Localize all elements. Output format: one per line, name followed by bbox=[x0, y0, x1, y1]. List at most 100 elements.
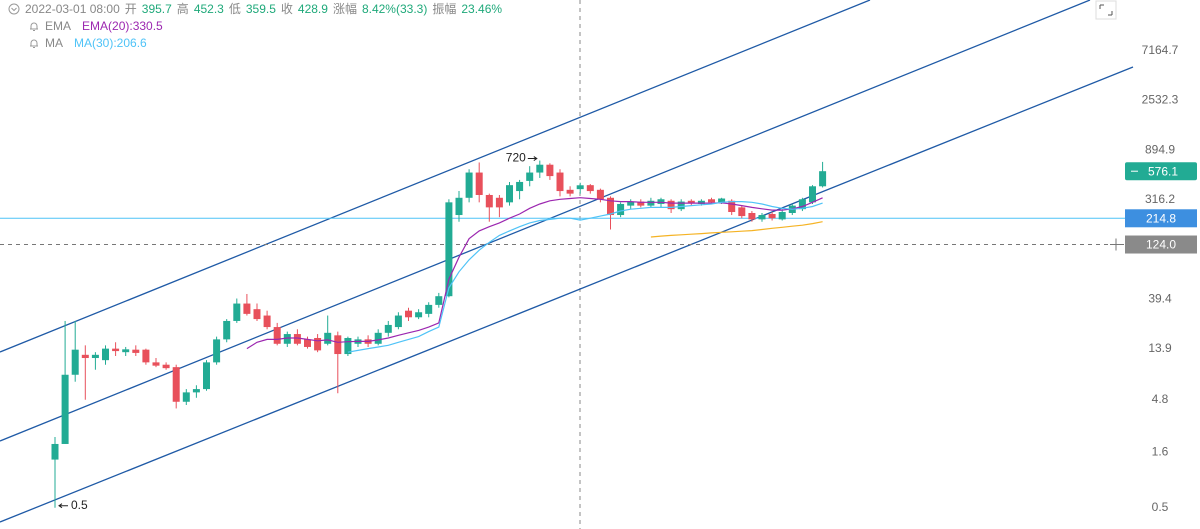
candle-body bbox=[122, 349, 130, 353]
candle-body bbox=[728, 200, 736, 213]
indicator-line bbox=[246, 197, 823, 350]
crosshair-plus bbox=[1110, 238, 1122, 251]
candle-body bbox=[516, 181, 524, 192]
candle-body bbox=[415, 312, 423, 318]
candle-body bbox=[81, 354, 89, 359]
ohlc-value: 395.7 bbox=[141, 1, 172, 16]
ohlc-label: 开 bbox=[124, 1, 137, 16]
candle-body bbox=[61, 374, 69, 444]
candle-body bbox=[778, 212, 786, 220]
candle-body bbox=[536, 164, 544, 173]
y-tick-label: 0.5 bbox=[1152, 500, 1169, 514]
candle-body bbox=[809, 186, 816, 203]
low-arrow bbox=[58, 503, 68, 509]
candle-body bbox=[596, 189, 604, 200]
candle-body bbox=[607, 197, 614, 216]
last-price-badge bbox=[1125, 162, 1197, 181]
candle-body bbox=[758, 215, 766, 220]
candle-body bbox=[304, 339, 311, 347]
alert-icon[interactable] bbox=[28, 37, 40, 49]
candle-body bbox=[203, 362, 210, 390]
candle-body bbox=[677, 201, 685, 210]
ohlc-label: 涨幅 bbox=[332, 1, 357, 16]
candle-body bbox=[112, 348, 120, 352]
candle-body bbox=[506, 185, 513, 203]
indicator-line bbox=[650, 221, 823, 238]
candle-body bbox=[162, 364, 170, 369]
corner-icon-box[interactable] bbox=[1095, 0, 1117, 20]
candle-body bbox=[51, 443, 59, 460]
candle-body bbox=[243, 303, 251, 314]
price-badge-label: 214.8 bbox=[1146, 211, 1176, 225]
price-badge bbox=[1125, 235, 1197, 254]
candle-body bbox=[132, 349, 140, 353]
candle-body bbox=[819, 171, 827, 187]
high-label: 720 bbox=[506, 151, 526, 165]
collapse-icon[interactable] bbox=[8, 3, 20, 15]
candle-body bbox=[718, 198, 726, 203]
candle-body bbox=[405, 310, 412, 318]
indicator-line bbox=[347, 201, 823, 353]
ohlc-label: 收 bbox=[280, 1, 293, 16]
ohlc-row: 2022-03-01 08:00 开 395.7 高 452.3 低 359.5… bbox=[8, 0, 502, 17]
candle-body bbox=[293, 334, 301, 344]
channel-line bbox=[0, 0, 871, 353]
candle-body bbox=[152, 362, 160, 366]
y-tick-label: 316.2 bbox=[1145, 192, 1175, 206]
candle-body bbox=[657, 199, 665, 204]
alert-icon[interactable] bbox=[28, 20, 40, 32]
candle-body bbox=[526, 172, 534, 181]
candle-body bbox=[394, 315, 402, 328]
candle-body bbox=[546, 164, 554, 177]
candle-body bbox=[637, 201, 645, 206]
candle-body bbox=[384, 324, 392, 333]
legend-group: MA bbox=[45, 35, 63, 50]
candle-body bbox=[556, 172, 564, 192]
ohlc-label: 振幅 bbox=[432, 1, 457, 16]
candle-body bbox=[627, 201, 635, 206]
candle-body bbox=[738, 207, 746, 217]
ohlc-value: 452.3 bbox=[193, 1, 224, 16]
candle-body bbox=[192, 389, 200, 393]
candle-body bbox=[798, 199, 806, 210]
y-tick-label: 4.8 bbox=[1152, 392, 1169, 406]
candle-body bbox=[142, 349, 150, 363]
legend-entry: MA(30):206.6 bbox=[74, 35, 147, 50]
candle-body bbox=[172, 367, 180, 402]
corner-icon[interactable] bbox=[1095, 0, 1117, 20]
candle-body bbox=[768, 213, 776, 219]
candle-body bbox=[223, 320, 231, 340]
candle-body bbox=[697, 200, 705, 204]
candle-body bbox=[647, 200, 655, 206]
last-price-label: 576.1 bbox=[1148, 164, 1178, 178]
candle-body bbox=[687, 200, 695, 204]
ohlc-value: 359.5 bbox=[245, 1, 276, 16]
amplitude: 23.46% bbox=[461, 1, 503, 16]
y-tick-label: 2532.3 bbox=[1142, 93, 1179, 107]
candle-body bbox=[566, 189, 574, 194]
candle-body bbox=[667, 200, 675, 210]
candle-body bbox=[485, 194, 493, 208]
legend-entry: EMA(20):330.5 bbox=[82, 18, 163, 33]
candle-body bbox=[334, 335, 342, 355]
ohlc-value: 428.9 bbox=[297, 1, 328, 16]
high-arrow bbox=[527, 156, 538, 161]
y-tick-label: 1.6 bbox=[1152, 444, 1169, 458]
candle-body bbox=[324, 332, 332, 344]
low-label: 0.5 bbox=[71, 498, 88, 512]
candle-body bbox=[273, 327, 281, 344]
candle-body bbox=[233, 303, 241, 321]
candle-body bbox=[495, 197, 503, 208]
candle-body bbox=[263, 315, 271, 328]
corner-icon-glyph[interactable] bbox=[1099, 4, 1113, 16]
candle-body bbox=[253, 309, 261, 320]
y-tick-label: 13.9 bbox=[1148, 341, 1172, 355]
date: 2022-03-01 08:00 bbox=[25, 1, 120, 16]
legend-row: EMA EMA(20):330.5 bbox=[8, 17, 502, 34]
candle-body bbox=[465, 172, 473, 198]
candle-body bbox=[102, 348, 109, 361]
price-badge-label: 124.0 bbox=[1146, 238, 1176, 252]
candle-body bbox=[748, 212, 756, 220]
candle-body bbox=[576, 185, 584, 190]
candle-body bbox=[708, 199, 715, 203]
